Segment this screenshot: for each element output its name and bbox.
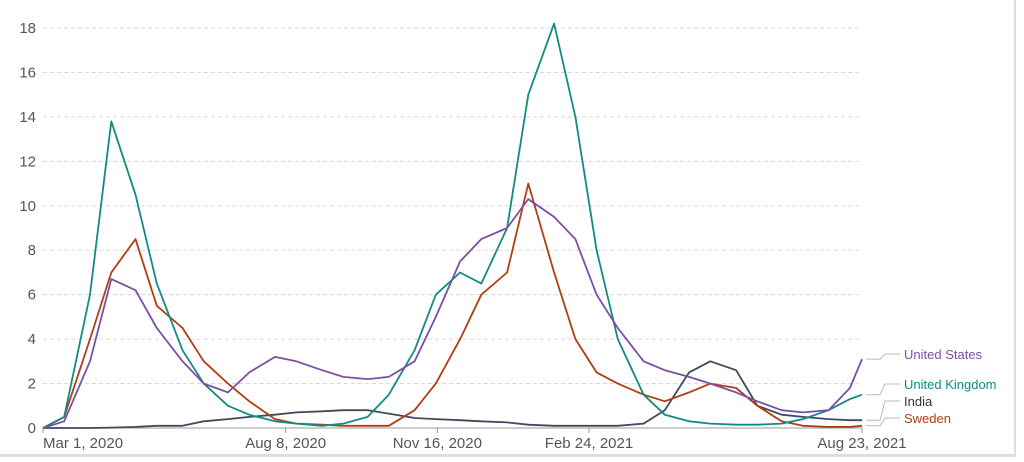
y-tick-label: 18 [19, 20, 36, 37]
legend-connector [866, 400, 900, 421]
line-chart: 0 2 4 6 8 10 12 14 16 18 Mar 1, 2020 Aug 8, 2020 Nov… [19, 20, 997, 452]
y-tick-label: 14 [19, 109, 36, 126]
legend-label: United Kingdom [904, 377, 997, 392]
legend-label: United States [904, 347, 983, 362]
series-line-united-kingdom [42, 22, 863, 429]
series-line-india [43, 360, 862, 429]
y-tick-label: 8 [28, 242, 36, 259]
x-tick-label: Nov 16, 2020 [393, 435, 482, 452]
legend-connector [866, 417, 900, 427]
x-tick-label: Aug 8, 2020 [245, 435, 326, 452]
legend-connector [866, 353, 900, 360]
y-tick-label: 0 [28, 420, 36, 437]
series-line-sweden [42, 182, 863, 429]
x-tick-label: Aug 23, 2021 [817, 435, 906, 452]
legend-label: Sweden [904, 411, 951, 426]
y-tick-label: 6 [28, 287, 36, 304]
y-tick-label: 4 [28, 331, 36, 348]
y-tick-label: 16 [19, 64, 36, 81]
series-line-united-states [42, 198, 863, 429]
y-tick-label: 10 [19, 198, 36, 215]
x-tick-label: Mar 1, 2020 [43, 435, 123, 452]
x-tick-label: Feb 24, 2021 [545, 435, 633, 452]
legend-label: India [904, 394, 933, 409]
y-tick-label: 12 [19, 153, 36, 170]
legend-connector [866, 383, 900, 396]
y-tick-label: 2 [28, 376, 36, 393]
